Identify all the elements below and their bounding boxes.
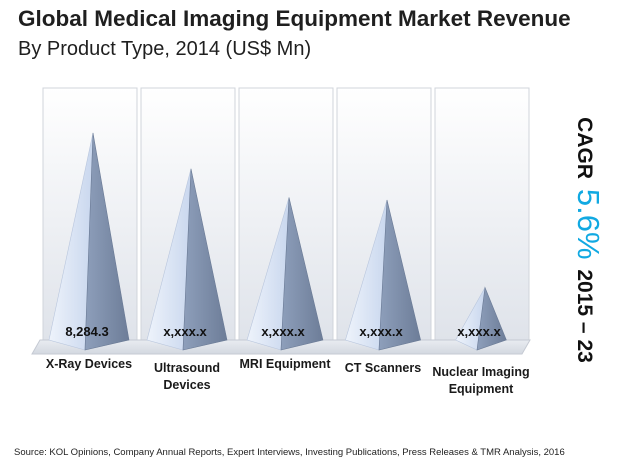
- data-label: x,xxx.x: [457, 324, 501, 339]
- category-label: CT Scanners: [344, 361, 422, 375]
- bar-pyramid: [246, 197, 324, 351]
- cagr-prefix: CAGR: [573, 117, 596, 180]
- data-label: 8,284.3: [65, 324, 108, 339]
- bar-pyramid: [455, 286, 507, 351]
- category-label: Nuclear Imaging Equipment: [432, 365, 530, 396]
- cagr-period: 2015 – 23: [573, 269, 596, 363]
- bar-pyramid: [146, 168, 228, 351]
- pyramid-face-right: [280, 197, 324, 351]
- source-note: Source: KOL Opinions, Company Annual Rep…: [14, 447, 565, 458]
- cagr-callout: CAGR 5.6% 2015 – 23: [570, 117, 606, 363]
- bar-pyramid: [48, 132, 130, 351]
- category-label: X-Ray Devices: [45, 357, 133, 371]
- chart-subtitle: By Product Type, 2014 (US$ Mn): [18, 38, 312, 60]
- bar-pyramid: [345, 199, 421, 351]
- category-label: MRI Equipment: [239, 357, 331, 371]
- chart-title: Global Medical Imaging Equipment Market …: [18, 6, 571, 31]
- pyramid-face-right: [378, 199, 421, 351]
- pyramid-face-right: [476, 286, 507, 351]
- data-label: x,xxx.x: [359, 324, 403, 339]
- pyramid-face-right: [84, 132, 130, 351]
- pyramid-face-right: [182, 168, 228, 351]
- data-label: x,xxx.x: [261, 324, 305, 339]
- data-label: x,xxx.x: [163, 324, 207, 339]
- category-label: Ultrasound Devices: [154, 361, 220, 392]
- cagr-value: 5.6%: [571, 188, 606, 260]
